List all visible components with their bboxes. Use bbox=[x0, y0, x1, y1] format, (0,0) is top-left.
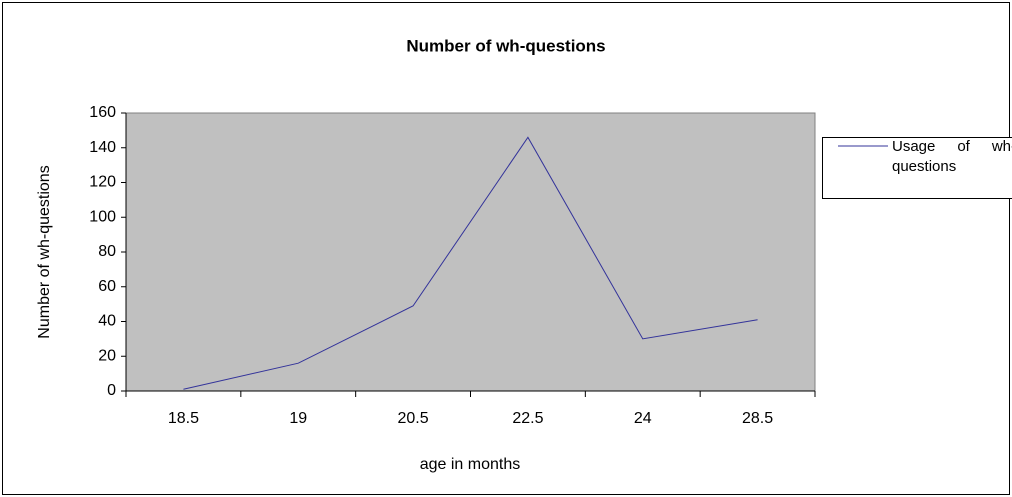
y-tick-label: 20 bbox=[98, 347, 116, 364]
x-axis-label: age in months bbox=[420, 456, 521, 473]
data-line bbox=[183, 136, 758, 390]
x-tick-label: 19 bbox=[289, 410, 307, 427]
y-tick-label: 140 bbox=[89, 139, 116, 156]
y-tick-label: 40 bbox=[98, 313, 116, 330]
x-tick-label: 20.5 bbox=[398, 410, 429, 427]
x-tick-label: 28.5 bbox=[742, 410, 773, 427]
y-tick-label: 80 bbox=[98, 243, 116, 260]
y-axis-label: Number of wh-questions bbox=[36, 165, 53, 338]
legend-label: Usage of wh-questions bbox=[892, 138, 1012, 175]
y-tick-label: 0 bbox=[107, 382, 116, 399]
plot-area bbox=[125, 112, 816, 392]
y-tick-label: 120 bbox=[89, 174, 116, 191]
x-tick-label: 24 bbox=[634, 410, 652, 427]
y-tick-label: 100 bbox=[89, 208, 116, 225]
chart-title: Number of wh-questions bbox=[406, 36, 605, 55]
y-tick-label: 160 bbox=[89, 104, 116, 121]
y-tick-label: 60 bbox=[98, 278, 116, 295]
x-tick-label: 18.5 bbox=[168, 410, 199, 427]
x-tick-label: 22.5 bbox=[512, 410, 543, 427]
legend-box bbox=[822, 137, 1012, 199]
